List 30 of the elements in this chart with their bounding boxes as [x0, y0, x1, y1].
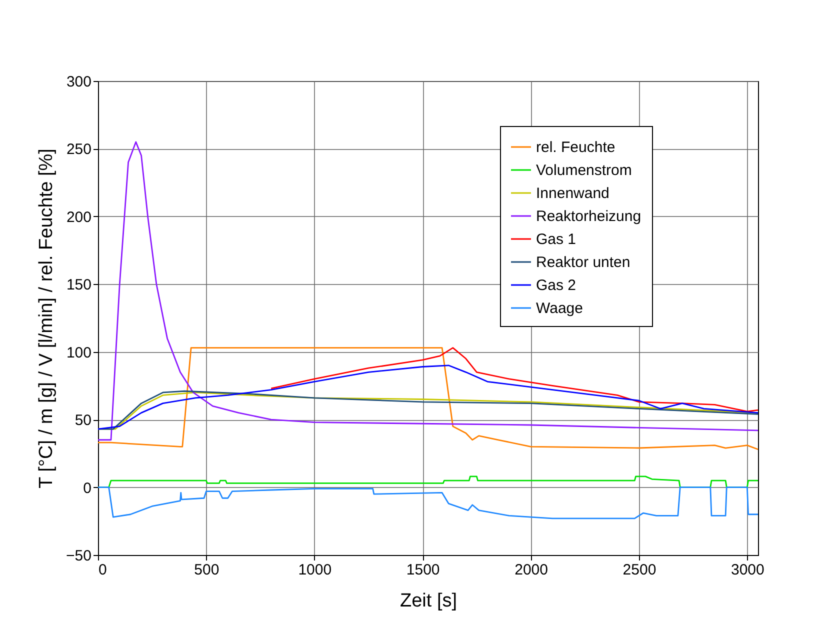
legend-label: Gas 1: [536, 231, 576, 248]
y-tick-label: 150: [66, 276, 92, 294]
x-tick-label: 3000: [730, 562, 764, 578]
x-tick-label: 1000: [298, 562, 332, 578]
y-tick-label: 50: [74, 412, 92, 430]
y-tick-label: 200: [66, 208, 92, 226]
legend-label: Volumenstrom: [536, 162, 632, 179]
line-series: [97, 141, 759, 441]
line-series: [97, 486, 759, 520]
x-tick-label: 500: [194, 562, 220, 578]
line-series: [270, 347, 759, 412]
x-tick-label: 2500: [622, 562, 656, 578]
legend-label: Waage: [536, 300, 583, 317]
x-axis-title: Zeit [s]: [400, 590, 458, 612]
y-tick-label: −50: [66, 548, 92, 564]
y-tick-label: 0: [83, 480, 92, 497]
y-axis-title: T [°C] / m [g] / V [l/min] / rel. Feuchte [%]: [36, 148, 58, 488]
line-series: [97, 364, 759, 430]
y-tick-label: 250: [66, 141, 92, 158]
legend-label: Reaktorheizung: [536, 208, 642, 225]
legend-label: Innenwand: [536, 185, 610, 202]
legend-label: Gas 2: [536, 277, 576, 294]
x-tick-label: 0: [98, 562, 107, 578]
y-tick-label: 100: [66, 344, 92, 362]
line-series: [97, 347, 759, 450]
y-tick-label: 300: [66, 74, 92, 90]
x-tick-label: 1500: [406, 562, 440, 578]
x-tick-label: 2000: [514, 562, 548, 578]
legend-label: rel. Feuchte: [536, 139, 616, 156]
legend-label: Reaktor unten: [536, 254, 630, 271]
